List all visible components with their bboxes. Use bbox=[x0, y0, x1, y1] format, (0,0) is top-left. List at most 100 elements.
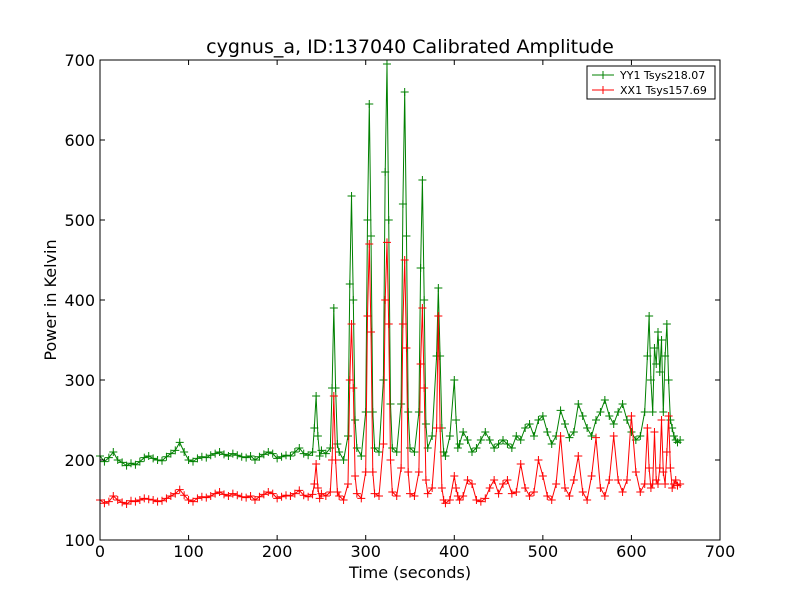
data-point bbox=[109, 448, 118, 456]
data-point bbox=[295, 444, 304, 452]
data-point bbox=[290, 448, 299, 456]
data-point bbox=[494, 440, 503, 448]
data-point bbox=[450, 376, 459, 384]
data-point bbox=[574, 452, 583, 460]
data-point bbox=[481, 428, 490, 436]
y-tick-label: 500 bbox=[64, 211, 95, 230]
data-point bbox=[671, 476, 680, 484]
data-point bbox=[382, 238, 391, 247]
data-point bbox=[655, 368, 664, 376]
data-point bbox=[113, 456, 122, 464]
data-point bbox=[352, 489, 361, 498]
data-point bbox=[286, 492, 295, 500]
data-point bbox=[370, 489, 379, 498]
data-point bbox=[410, 492, 419, 500]
x-tick-label: 600 bbox=[616, 542, 647, 561]
data-point bbox=[193, 494, 202, 503]
data-point bbox=[436, 424, 445, 432]
data-point bbox=[547, 496, 556, 504]
data-point bbox=[652, 360, 661, 368]
data-point bbox=[646, 484, 655, 492]
data-point bbox=[661, 352, 670, 360]
y-tick-label: 100 bbox=[64, 531, 95, 550]
data-point bbox=[583, 424, 592, 432]
data-point bbox=[310, 424, 319, 432]
data-point bbox=[643, 424, 652, 432]
data-point bbox=[654, 328, 662, 336]
data-point bbox=[295, 486, 304, 495]
data-point bbox=[357, 494, 366, 503]
data-point bbox=[614, 408, 623, 416]
data-point bbox=[166, 492, 175, 500]
data-point bbox=[339, 456, 348, 464]
data-point bbox=[569, 428, 578, 436]
data-point bbox=[627, 428, 636, 436]
data-point bbox=[158, 456, 166, 465]
data-point bbox=[329, 392, 338, 400]
data-point bbox=[224, 492, 233, 500]
data-point bbox=[224, 452, 233, 460]
data-point bbox=[453, 444, 462, 452]
data-point bbox=[282, 451, 290, 460]
data-point bbox=[659, 468, 668, 476]
data-point bbox=[420, 296, 429, 304]
data-point bbox=[654, 480, 662, 488]
data-point bbox=[367, 232, 376, 240]
data-point bbox=[351, 472, 360, 480]
x-tick-label: 0 bbox=[95, 542, 105, 561]
data-point bbox=[149, 454, 158, 463]
data-point bbox=[596, 484, 605, 492]
data-point bbox=[180, 448, 189, 456]
data-point bbox=[420, 384, 429, 392]
data-point bbox=[379, 440, 388, 448]
data-point bbox=[237, 492, 246, 501]
data-point bbox=[233, 451, 242, 460]
data-point bbox=[468, 480, 476, 488]
data-point bbox=[268, 449, 277, 458]
data-point bbox=[127, 459, 135, 468]
data-point bbox=[100, 457, 109, 466]
data-point bbox=[326, 444, 335, 452]
data-point bbox=[317, 446, 326, 455]
data-point bbox=[645, 312, 654, 320]
data-point bbox=[220, 450, 228, 459]
data-point bbox=[381, 296, 390, 304]
series-1 bbox=[96, 60, 685, 470]
data-point bbox=[648, 408, 657, 416]
data-point bbox=[445, 496, 454, 504]
data-point bbox=[623, 416, 631, 424]
data-point bbox=[326, 488, 335, 496]
data-point bbox=[400, 88, 409, 96]
y-tick-label: 700 bbox=[64, 51, 95, 70]
data-point bbox=[184, 456, 193, 464]
data-point bbox=[416, 264, 425, 272]
data-point bbox=[428, 432, 437, 440]
data-point bbox=[197, 452, 206, 461]
y-tick-label: 600 bbox=[64, 131, 95, 150]
data-point bbox=[414, 468, 423, 476]
data-point bbox=[100, 499, 109, 508]
data-point bbox=[144, 452, 153, 460]
data-point bbox=[180, 491, 189, 500]
data-point bbox=[118, 458, 127, 467]
legend-box bbox=[586, 65, 716, 100]
data-point bbox=[144, 495, 153, 504]
data-point bbox=[402, 344, 411, 352]
data-point bbox=[113, 496, 122, 504]
data-point bbox=[565, 492, 574, 500]
data-point bbox=[452, 416, 461, 424]
data-point bbox=[485, 436, 494, 444]
data-point bbox=[153, 456, 162, 464]
data-point bbox=[459, 492, 468, 500]
data-point bbox=[587, 432, 596, 440]
data-point bbox=[321, 449, 330, 458]
data-point bbox=[655, 464, 664, 472]
data-point bbox=[627, 412, 636, 420]
data-point bbox=[662, 448, 671, 456]
data-point bbox=[592, 416, 600, 424]
legend-marker bbox=[599, 86, 607, 94]
data-point bbox=[404, 468, 413, 476]
data-point bbox=[402, 232, 411, 240]
